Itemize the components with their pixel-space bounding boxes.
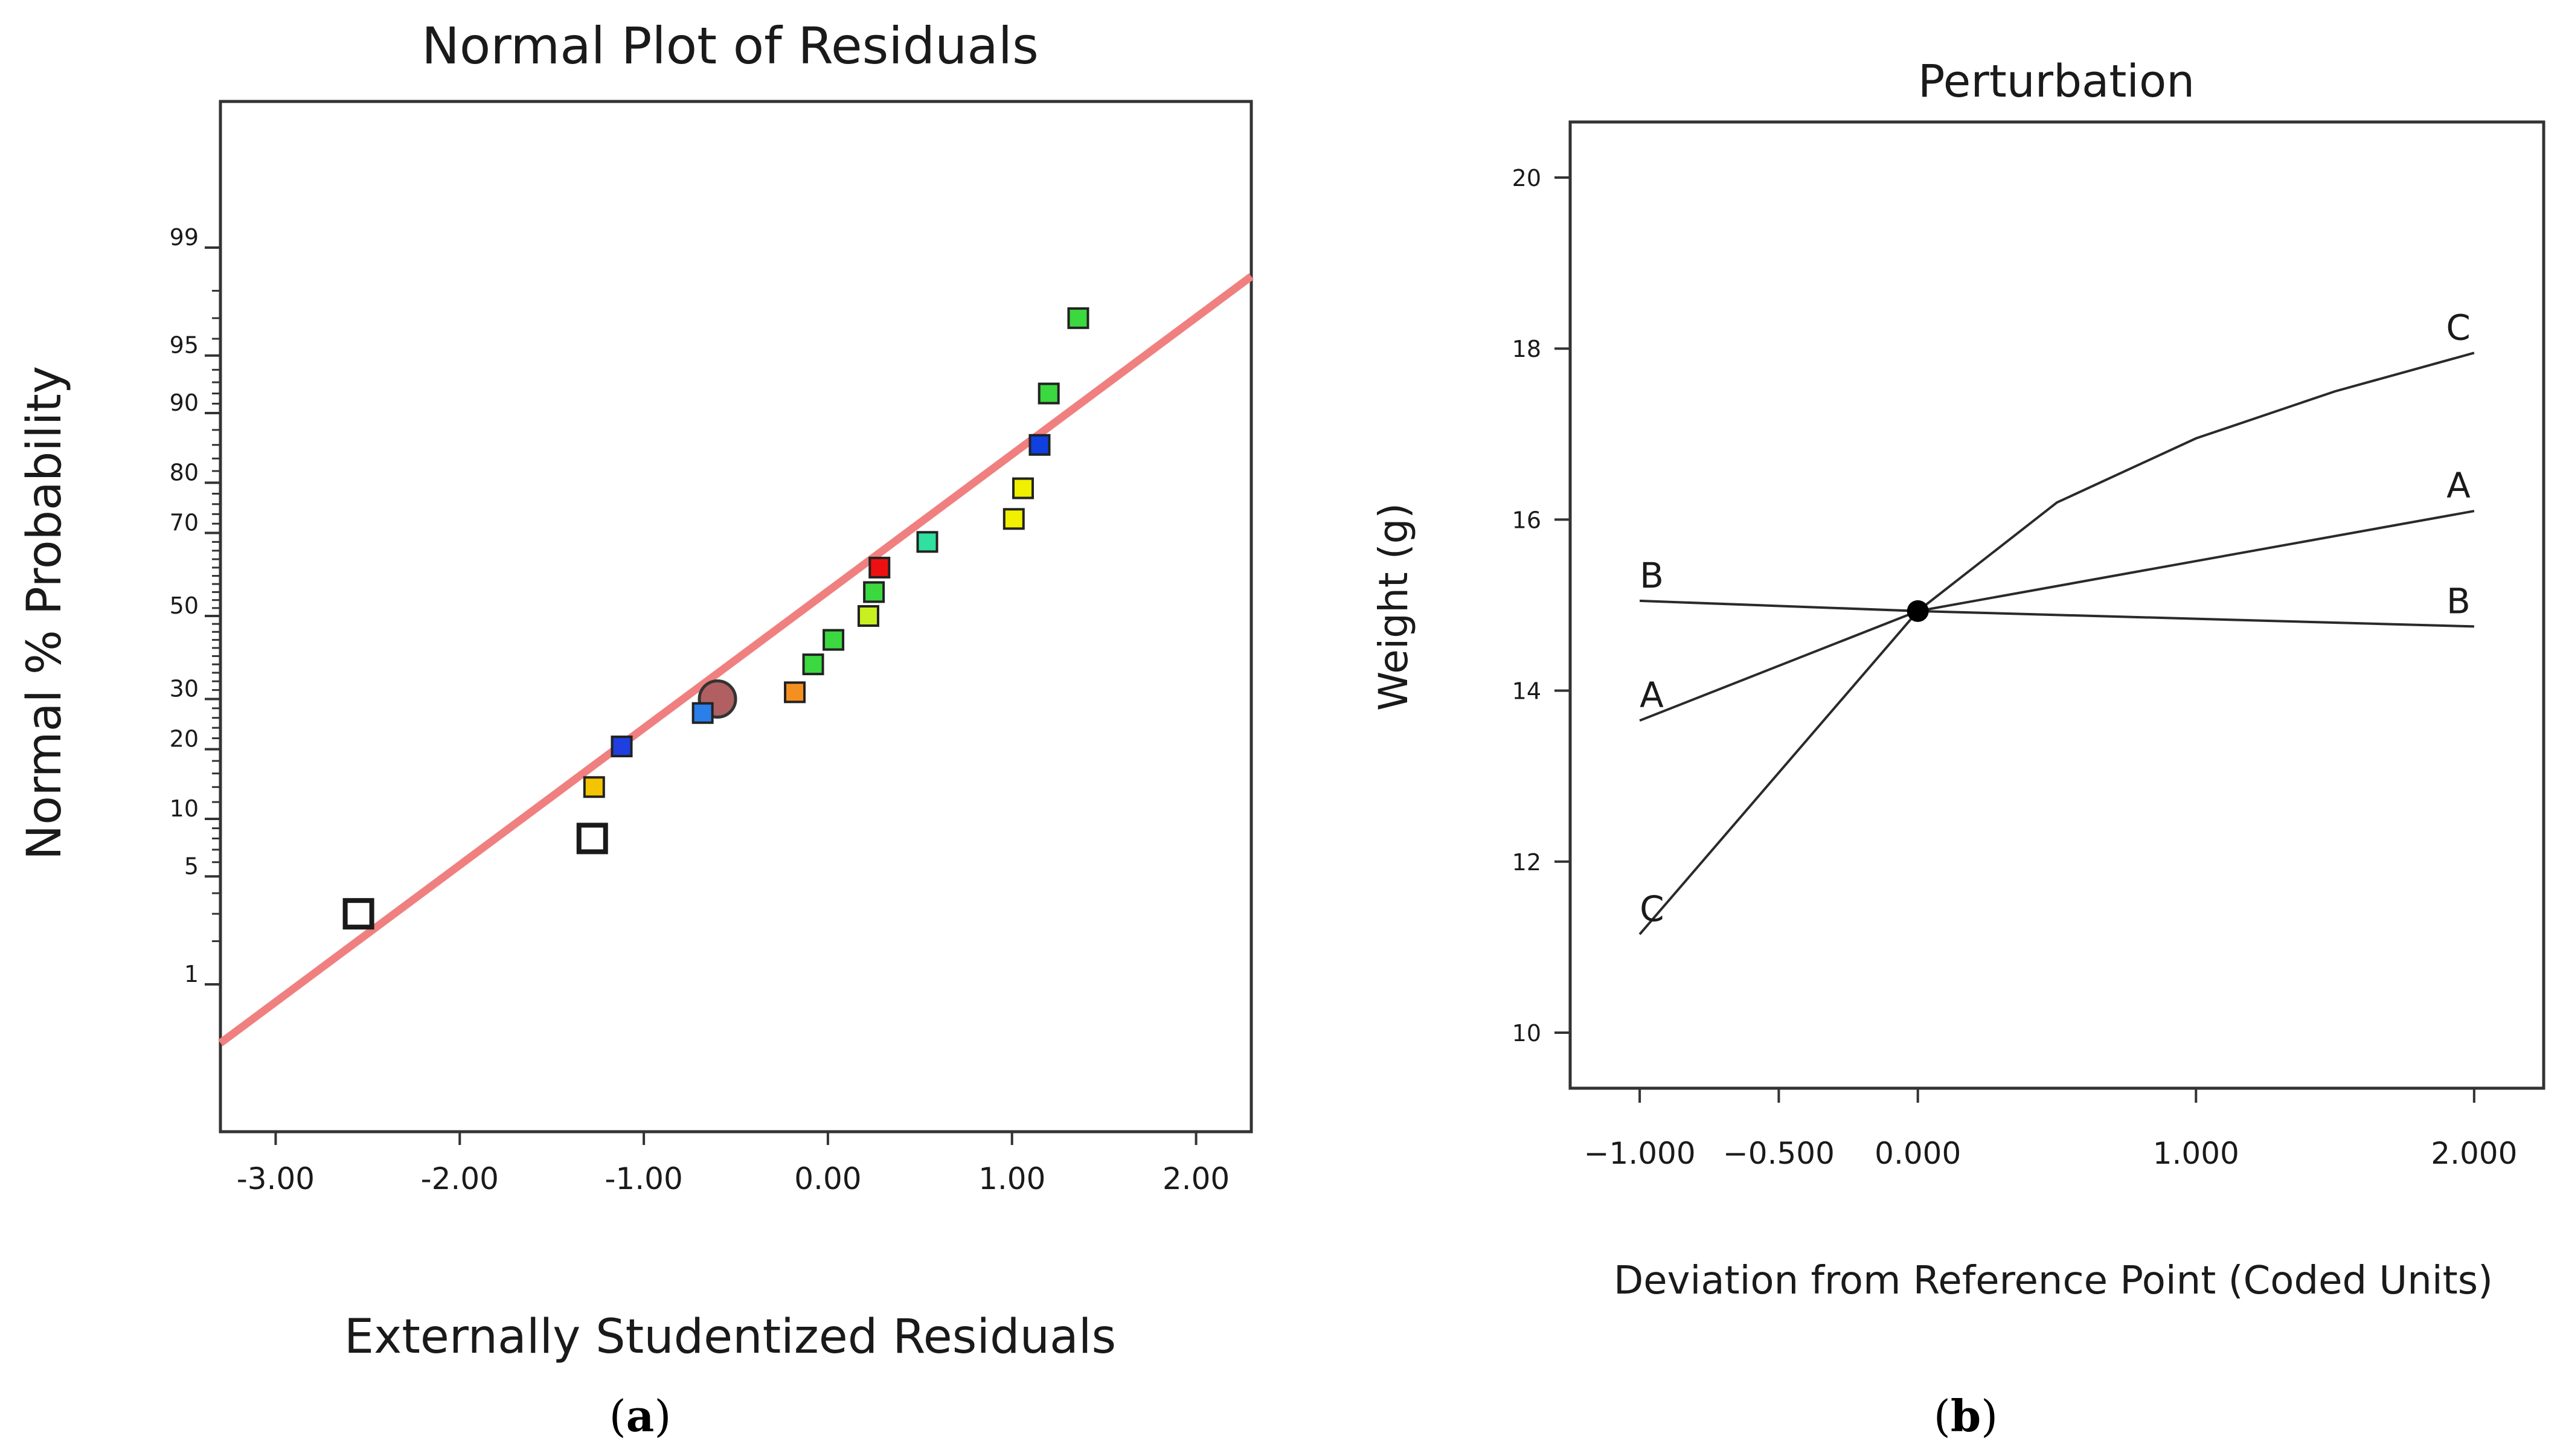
normal-plot-y-tick-label: 10 bbox=[170, 795, 199, 822]
normal-plot-title: Normal Plot of Residuals bbox=[422, 16, 1039, 75]
normal-plot-y-tick-label: 50 bbox=[170, 592, 199, 619]
panel-b-label: (b) bbox=[1934, 1390, 1998, 1442]
perturbation-reference-point bbox=[1907, 600, 1929, 622]
perturbation-x-tick-label: 1.000 bbox=[2153, 1136, 2239, 1171]
perturbation-x-axis: −1.000 −0.500 0.000 1.000 2.000 bbox=[1584, 1088, 2517, 1171]
normal-plot-points bbox=[342, 307, 1089, 930]
perturbation-label-end: C bbox=[2446, 307, 2471, 348]
normal-plot-point bbox=[1002, 508, 1025, 530]
normal-plot-point bbox=[1028, 434, 1051, 456]
normal-plot-x-tick-label: -1.00 bbox=[605, 1161, 682, 1196]
perturbation-y-label: Weight (g) bbox=[1370, 503, 1417, 711]
normal-plot-point bbox=[611, 736, 633, 758]
normal-plot-reference-line bbox=[218, 273, 1254, 1047]
normal-plot-y-tick-label: 90 bbox=[170, 390, 199, 416]
normal-plot-x-tick-label: 2.00 bbox=[1163, 1161, 1230, 1196]
normal-plot-x-tick-label: -2.00 bbox=[421, 1161, 499, 1196]
perturbation-line-labels: A A B B C C bbox=[1640, 307, 2471, 929]
normal-plot-point bbox=[823, 629, 845, 651]
normal-plot-y-tick-label: 30 bbox=[170, 676, 199, 702]
perturbation-x-label: Deviation from Reference Point (Coded Un… bbox=[1614, 1259, 2493, 1303]
normal-plot-y-label: Normal % Probability bbox=[18, 366, 72, 860]
perturbation-x-tick-label: 0.000 bbox=[1875, 1136, 1961, 1171]
normal-plot-point bbox=[583, 776, 605, 798]
perturbation-line-c bbox=[1638, 351, 2475, 935]
normal-plot-point bbox=[691, 702, 714, 724]
perturbation-y-tick-label: 12 bbox=[1512, 849, 1541, 876]
perturbation-x-tick-label: 2.000 bbox=[2431, 1136, 2517, 1171]
panel-a-label: (a) bbox=[609, 1390, 672, 1442]
normal-plot-point bbox=[916, 531, 938, 553]
normal-plot-frame bbox=[219, 100, 1253, 1134]
normal-plot-panel: Normal Plot of Residuals 1 5 10 20 30 50 70 80 9… bbox=[18, 16, 1254, 1442]
normal-plot-y-tick-label: 5 bbox=[184, 853, 199, 879]
perturbation-panel: Perturbation 10 12 14 16 18 20 −1.000 −0.500 0.… bbox=[1370, 56, 2545, 1442]
normal-plot-point bbox=[857, 605, 879, 627]
perturbation-label-end: B bbox=[2446, 580, 2471, 621]
normal-plot-x-axis: -3.00 -2.00 -1.00 0.00 1.00 2.00 bbox=[237, 1132, 1230, 1196]
normal-plot-point bbox=[1067, 307, 1089, 329]
perturbation-y-axis: 10 12 14 16 18 20 bbox=[1512, 165, 1570, 1047]
normal-plot-point bbox=[802, 653, 824, 676]
normal-plot-point bbox=[1038, 382, 1060, 405]
normal-plot-point bbox=[868, 556, 891, 579]
normal-plot-y-tick-label: 80 bbox=[170, 459, 199, 486]
perturbation-y-tick-label: 14 bbox=[1512, 678, 1541, 705]
normal-plot-point bbox=[784, 681, 806, 704]
perturbation-y-tick-label: 10 bbox=[1512, 1020, 1541, 1047]
normal-plot-reference-line-group bbox=[218, 273, 1254, 1047]
normal-plot-point bbox=[863, 581, 885, 603]
normal-plot-y-tick-label: 1 bbox=[184, 961, 199, 987]
perturbation-reference-point-group bbox=[1907, 600, 1929, 622]
perturbation-frame bbox=[1568, 120, 2545, 1090]
normal-plot-point bbox=[1012, 477, 1035, 499]
perturbation-label-end: A bbox=[2446, 465, 2471, 506]
normal-plot-hollow-point bbox=[576, 823, 608, 855]
perturbation-title: Perturbation bbox=[1918, 56, 2195, 107]
perturbation-y-tick-label: 20 bbox=[1512, 165, 1541, 191]
normal-plot-hollow-point bbox=[342, 898, 374, 930]
normal-plot-y-tick-label: 70 bbox=[170, 509, 199, 536]
normal-plot-y-tick-label: 20 bbox=[170, 726, 199, 752]
perturbation-x-tick-label: −1.000 bbox=[1584, 1136, 1696, 1171]
normal-plot-x-tick-label: -3.00 bbox=[237, 1161, 315, 1196]
perturbation-label-start: A bbox=[1640, 675, 1664, 716]
normal-plot-y-tick-label: 99 bbox=[170, 224, 199, 251]
perturbation-x-tick-label: −0.500 bbox=[1723, 1136, 1835, 1171]
normal-plot-x-label: Externally Studentized Residuals bbox=[344, 1310, 1116, 1364]
perturbation-y-tick-label: 18 bbox=[1512, 336, 1541, 362]
perturbation-label-start: C bbox=[1640, 888, 1664, 929]
normal-plot-y-axis: 1 5 10 20 30 50 70 80 90 95 99 bbox=[170, 224, 220, 987]
perturbation-y-tick-label: 16 bbox=[1512, 507, 1541, 533]
normal-plot-y-tick-label: 95 bbox=[170, 332, 199, 359]
normal-plot-x-tick-label: 0.00 bbox=[794, 1161, 861, 1196]
perturbation-label-start: B bbox=[1640, 555, 1664, 596]
normal-plot-x-tick-label: 1.00 bbox=[978, 1161, 1045, 1196]
